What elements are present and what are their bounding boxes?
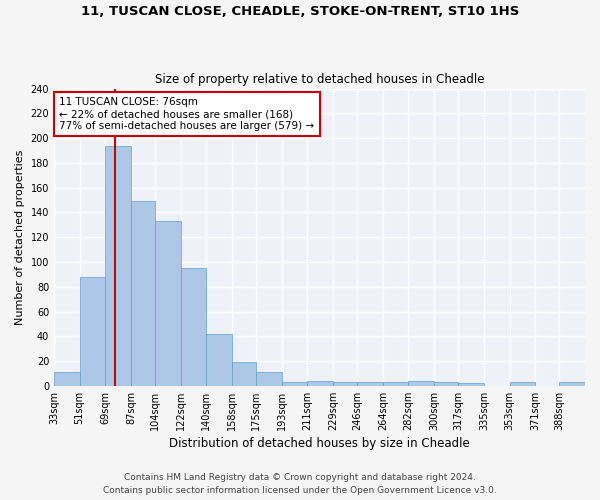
Bar [155, 221, 181, 386]
Bar [307, 381, 333, 386]
Text: Contains HM Land Registry data © Crown copyright and database right 2024.
Contai: Contains HM Land Registry data © Crown c… [103, 474, 497, 495]
Bar [383, 382, 409, 386]
Bar [458, 384, 484, 386]
Bar [357, 382, 383, 386]
Y-axis label: Number of detached properties: Number of detached properties [15, 150, 25, 325]
Bar [434, 382, 458, 386]
Bar [80, 277, 105, 386]
Bar [509, 382, 535, 386]
Bar [282, 382, 307, 386]
Bar [131, 202, 155, 386]
Title: Size of property relative to detached houses in Cheadle: Size of property relative to detached ho… [155, 73, 484, 86]
X-axis label: Distribution of detached houses by size in Cheadle: Distribution of detached houses by size … [169, 437, 470, 450]
Text: 11 TUSCAN CLOSE: 76sqm
← 22% of detached houses are smaller (168)
77% of semi-de: 11 TUSCAN CLOSE: 76sqm ← 22% of detached… [59, 98, 314, 130]
Bar [559, 382, 585, 386]
Bar [333, 382, 357, 386]
Bar [54, 372, 80, 386]
Text: 11, TUSCAN CLOSE, CHEADLE, STOKE-ON-TRENT, ST10 1HS: 11, TUSCAN CLOSE, CHEADLE, STOKE-ON-TREN… [81, 5, 519, 18]
Bar [206, 334, 232, 386]
Bar [105, 146, 131, 386]
Bar [181, 268, 206, 386]
Bar [256, 372, 282, 386]
Bar [409, 381, 434, 386]
Bar [232, 362, 256, 386]
